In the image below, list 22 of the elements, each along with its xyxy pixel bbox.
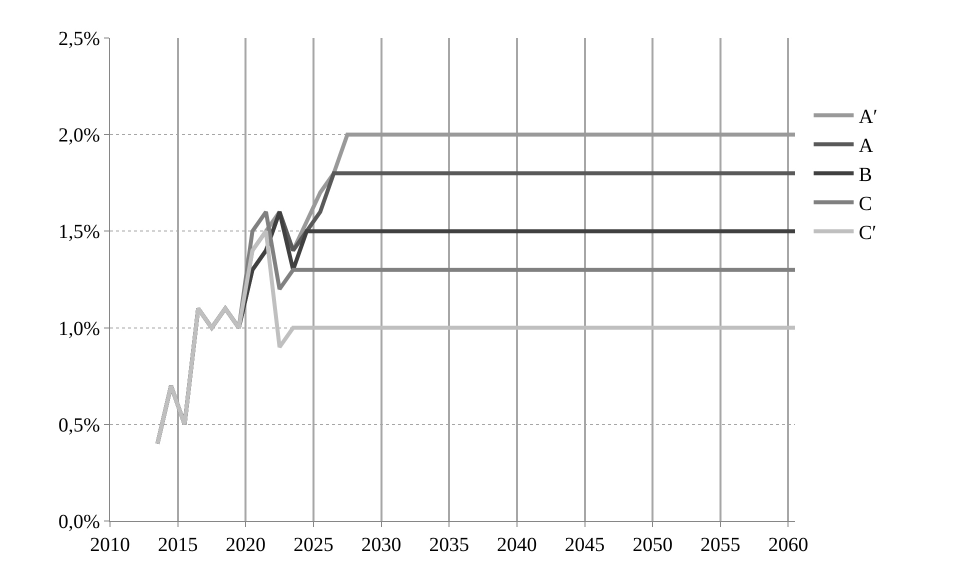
x-tick-label: 2030 [361, 534, 402, 556]
y-tick-label: 0,0% [58, 511, 100, 533]
legend-label: C′ [858, 222, 876, 244]
y-tick-label: 2,5% [58, 28, 100, 50]
y-tick-label: 0,5% [58, 414, 100, 436]
legend-label: C [858, 193, 872, 216]
y-tick-label: 1,0% [58, 318, 100, 340]
legend-label: A [858, 135, 874, 158]
x-tick-label: 2015 [158, 534, 198, 556]
y-tick-label: 2,0% [58, 124, 100, 147]
x-tick-label: 2060 [768, 534, 808, 556]
x-tick-label: 2040 [496, 534, 537, 556]
x-tick-label: 2050 [632, 534, 673, 556]
x-tick-label: 2055 [700, 534, 740, 556]
x-tick-label: 2020 [226, 534, 266, 556]
x-tick-label: 2045 [564, 534, 605, 556]
y-tick-label: 1,5% [58, 221, 100, 244]
x-tick-label: 2035 [429, 534, 470, 556]
legend-label: A′ [858, 106, 878, 128]
legend-label: B [858, 164, 872, 186]
x-tick-label: 2025 [293, 534, 334, 556]
x-tick-label: 2010 [90, 534, 130, 556]
